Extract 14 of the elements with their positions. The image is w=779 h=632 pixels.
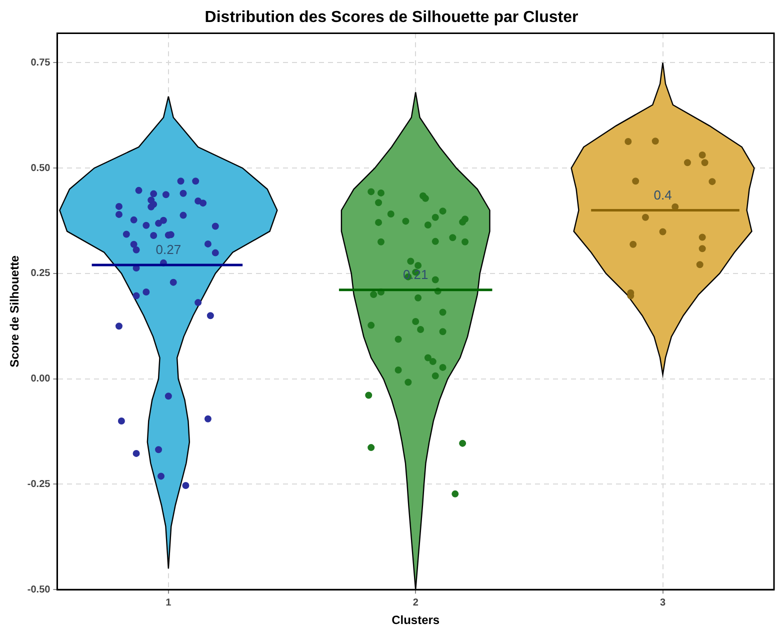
x-tick-label: 1 xyxy=(166,597,172,608)
y-tick-label: -0.50 xyxy=(27,584,51,596)
x-axis-title: Clusters xyxy=(392,613,440,628)
y-axis-title: Score de Silhouette xyxy=(8,255,22,368)
x-tick-label: 2 xyxy=(412,597,419,608)
y-tick-label: 0.75 xyxy=(30,57,51,68)
y-tick-label: 0.00 xyxy=(30,374,51,385)
annotation: 0.27 xyxy=(156,242,182,258)
annotation: 0.4 xyxy=(654,187,672,202)
y-tick-label: 0.50 xyxy=(30,162,51,174)
y-tick-label: 0.25 xyxy=(30,268,51,280)
y-tick-label: -0.25 xyxy=(27,478,51,490)
x-tick-label: 3 xyxy=(660,597,666,608)
chart-title: Distribution des Scores de Silhouette par Cluster xyxy=(204,9,578,26)
